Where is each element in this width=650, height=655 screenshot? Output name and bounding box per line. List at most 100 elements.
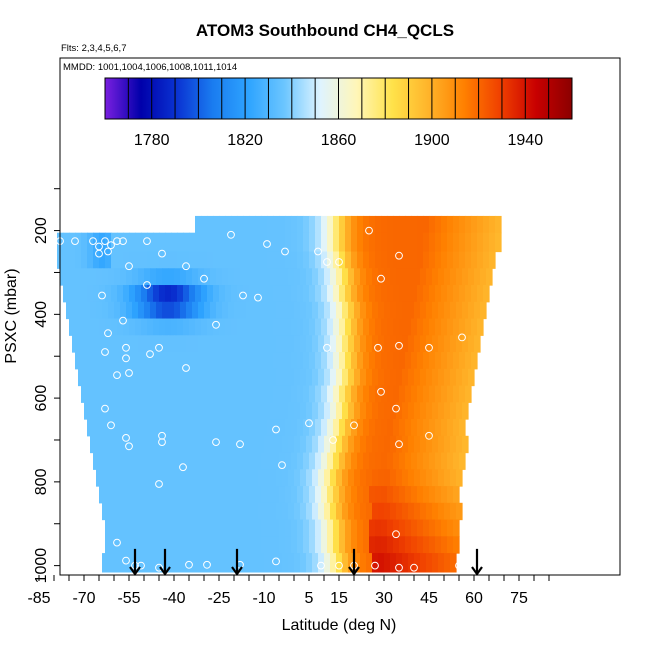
heatmap-cell (363, 352, 370, 370)
observation-point (254, 293, 262, 302)
heatmap-cell (369, 419, 376, 437)
heatmap-cell (447, 251, 454, 269)
heatmap-cell (240, 402, 247, 420)
heatmap-cell (402, 553, 409, 573)
heatmap-cell (468, 268, 475, 286)
heatmap-cell (216, 553, 223, 573)
x-axis-label: Latitude (deg N) (282, 617, 397, 634)
heatmap-cell (171, 536, 178, 554)
heatmap-cell (390, 301, 397, 320)
heatmap-cell (423, 452, 430, 470)
heatmap-cell (258, 553, 265, 573)
heatmap-cell (396, 301, 403, 320)
heatmap-cell (387, 486, 394, 504)
heatmap-cell (387, 285, 394, 303)
heatmap-cell (210, 502, 217, 521)
heatmap-cell (261, 318, 268, 336)
heatmap-cell (288, 402, 295, 420)
heatmap-cell (168, 435, 175, 454)
heatmap-cell (303, 486, 310, 504)
heatmap-cell (186, 402, 193, 420)
heatmap-cell (204, 402, 211, 420)
heatmap-cell (105, 285, 112, 303)
heatmap-cell (402, 368, 409, 387)
heatmap-cell (144, 402, 151, 420)
heatmap-cell (168, 368, 175, 387)
heatmap-cell (252, 553, 259, 573)
heatmap-cell (285, 251, 292, 269)
heatmap-cell (153, 536, 160, 554)
heatmap-cell (321, 519, 328, 537)
heatmap-cell (351, 215, 358, 234)
heatmap-cell (393, 419, 400, 437)
heatmap-cell (435, 285, 442, 303)
heatmap-cell (369, 486, 376, 504)
heatmap-cell (417, 318, 424, 336)
observation-point (104, 329, 112, 338)
heatmap-cell (342, 335, 349, 353)
heatmap-cell (438, 435, 445, 454)
heatmap-cell (324, 469, 331, 487)
heatmap-cell (339, 352, 346, 370)
heatmap-cell (213, 285, 220, 303)
heatmap-cell (255, 486, 262, 504)
heatmap-cell (486, 268, 493, 286)
heatmap-cell (309, 536, 316, 554)
heatmap-cell (195, 536, 202, 554)
heatmap-cell (300, 335, 307, 353)
heatmap-cell (339, 486, 346, 504)
heatmap-cell (285, 419, 292, 437)
colorbar-labels: 1780 1820 1860 1900 1940 (134, 132, 543, 149)
heatmap-cell (414, 502, 421, 521)
heatmap-cell (159, 285, 166, 303)
heatmap-cell (396, 435, 403, 454)
heatmap-cell (150, 301, 157, 320)
heatmap-cell (102, 335, 109, 353)
heatmap-cell (249, 385, 256, 403)
heatmap-cell (357, 519, 364, 537)
heatmap-cell (135, 232, 142, 253)
heatmap-cell (243, 385, 250, 403)
heatmap-cell (255, 215, 262, 234)
heatmap-cell (204, 335, 211, 353)
heatmap-cell (246, 402, 253, 420)
heatmap-cell (156, 301, 163, 320)
heatmap-cell (375, 352, 382, 370)
observation-point (98, 291, 106, 300)
heatmap-cell (195, 215, 202, 234)
heatmap-cell (303, 536, 310, 554)
heatmap-cell (342, 553, 349, 573)
heatmap-cell (210, 469, 217, 487)
heatmap-cell (201, 536, 208, 554)
heatmap-cell (264, 553, 271, 573)
observation-point (239, 291, 247, 300)
x-tick-label: -55 (117, 590, 140, 607)
heatmap-cell (240, 502, 247, 521)
observation-point (113, 237, 121, 246)
heatmap-cell (99, 251, 106, 269)
heatmap-cell (402, 268, 409, 286)
heatmap-cell (246, 502, 253, 521)
heatmap-cell (183, 251, 190, 269)
heatmap-cell (192, 469, 199, 487)
heatmap-cell (243, 536, 250, 554)
heatmap-cell (240, 469, 247, 487)
heatmap-cell (369, 519, 376, 537)
heatmap-cell (465, 215, 472, 234)
heatmap-cell (432, 553, 439, 573)
heatmap-cell (111, 419, 118, 437)
heatmap-cell (156, 402, 163, 420)
heatmap-cell (288, 368, 295, 387)
heatmap-cell (141, 452, 148, 470)
heatmap-cell (393, 318, 400, 336)
heatmap-cell (429, 251, 436, 269)
heatmap-cell (270, 368, 277, 387)
heatmap-cell (150, 402, 157, 420)
heatmap-cell (423, 536, 430, 554)
heatmap-cell (183, 385, 190, 403)
heatmap-cell (393, 536, 400, 554)
heatmap-cell (417, 232, 424, 253)
heatmap-cell (288, 301, 295, 320)
heatmap-cell (201, 352, 208, 370)
heatmap-cell (132, 402, 139, 420)
